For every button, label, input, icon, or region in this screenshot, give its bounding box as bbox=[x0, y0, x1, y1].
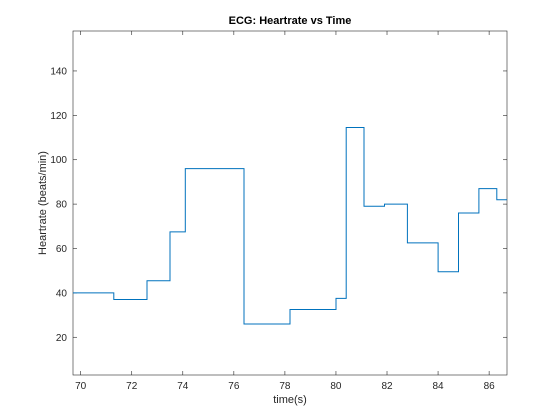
y-tick-label: 120 bbox=[50, 111, 67, 122]
chart-title: ECG: Heartrate vs Time bbox=[229, 15, 352, 27]
x-tick-label: 82 bbox=[381, 381, 393, 392]
x-tick-label: 80 bbox=[330, 381, 342, 392]
y-tick-label: 80 bbox=[56, 200, 68, 211]
y-axis-label: Heartrate (beats/min) bbox=[37, 151, 49, 255]
series-line bbox=[73, 127, 507, 325]
y-tick-label: 20 bbox=[56, 333, 68, 344]
y-axis-ticks: 20 40 60 80 100 120 140 bbox=[50, 66, 507, 344]
x-axis-label: time(s) bbox=[273, 394, 307, 406]
x-axis-ticks: 70 72 74 76 78 80 82 84 86 bbox=[75, 31, 495, 392]
x-tick-label: 86 bbox=[484, 381, 496, 392]
x-tick-label: 78 bbox=[279, 381, 291, 392]
y-tick-label: 100 bbox=[50, 155, 67, 166]
y-tick-label: 40 bbox=[56, 288, 68, 299]
x-tick-label: 74 bbox=[177, 381, 189, 392]
x-tick-label: 84 bbox=[433, 381, 445, 392]
x-tick-label: 76 bbox=[228, 381, 240, 392]
x-tick-label: 70 bbox=[75, 381, 87, 392]
y-tick-label: 140 bbox=[50, 66, 67, 77]
y-tick-label: 60 bbox=[56, 244, 68, 255]
x-tick-label: 72 bbox=[126, 381, 138, 392]
